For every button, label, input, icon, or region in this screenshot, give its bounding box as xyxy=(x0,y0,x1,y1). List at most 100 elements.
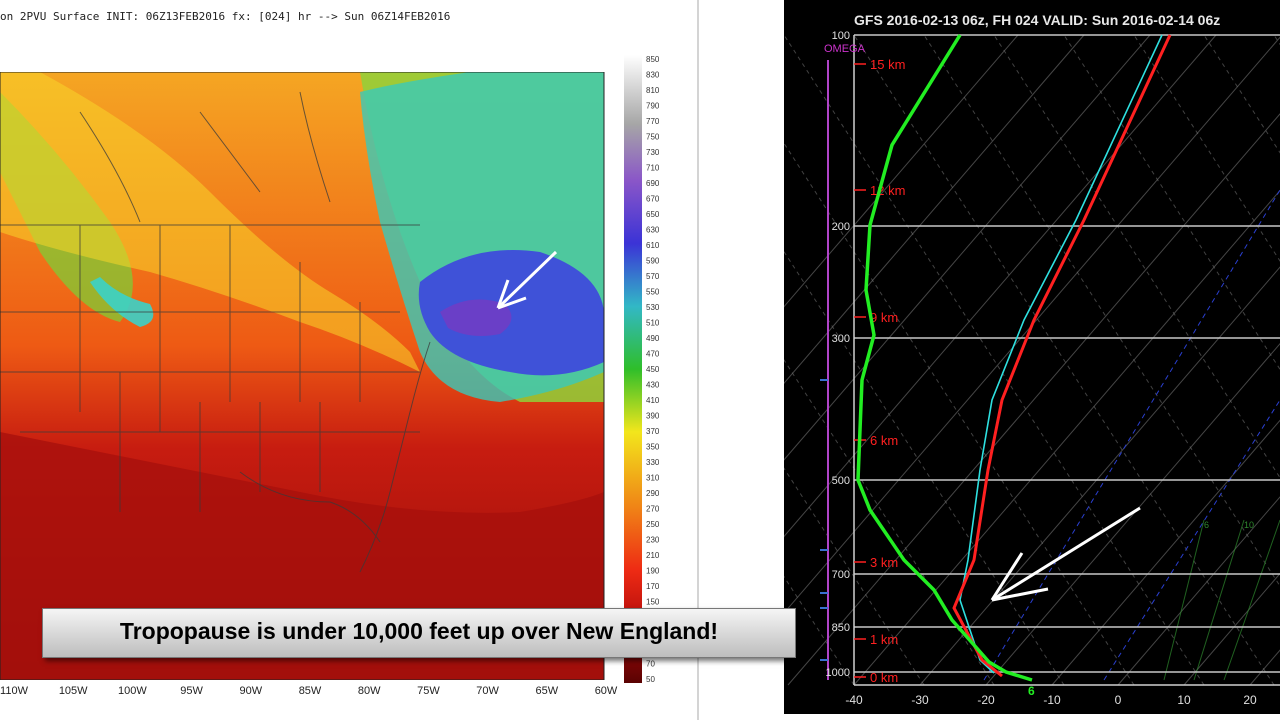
omega-ticks xyxy=(820,379,828,661)
longitude-label: 80W xyxy=(358,685,381,697)
isotherm-line xyxy=(1183,572,1280,686)
colorbar-label: 810 xyxy=(646,86,660,95)
colorbar-label: 250 xyxy=(646,520,660,529)
isotherm-line xyxy=(1051,419,1280,686)
colorbar-label: 330 xyxy=(646,458,660,467)
isotherm-line xyxy=(784,34,1217,538)
adiabat-line xyxy=(1133,34,1280,262)
adiabat-line xyxy=(923,34,1280,587)
map-panel: on 2PVU Surface INIT: 06Z13FEB2016 fx: [… xyxy=(0,10,660,697)
colorbar-label: 530 xyxy=(646,303,660,312)
longitude-label: 105W xyxy=(59,685,88,697)
colorbar-label: 630 xyxy=(646,226,660,235)
colorbar-label: 310 xyxy=(646,474,660,483)
pressure-label: 1000 xyxy=(826,667,850,679)
colorbar-label: 490 xyxy=(646,334,660,343)
colorbar-ramp xyxy=(624,55,642,683)
isotherm-line xyxy=(784,34,1019,308)
colorbar-label: 610 xyxy=(646,241,660,250)
longitude-label: 90W xyxy=(239,685,262,697)
colorbar-label: 770 xyxy=(646,117,660,126)
height-label: 1 km xyxy=(870,632,898,647)
longitude-label: 70W xyxy=(476,685,499,697)
colorbar-label: 850 xyxy=(646,55,660,64)
panel-divider xyxy=(697,0,699,720)
height-label: 0 km xyxy=(870,670,898,685)
colorbar-label: 710 xyxy=(646,164,660,173)
colorbar-label: 150 xyxy=(646,598,660,607)
colorbar-label: 170 xyxy=(646,582,660,591)
map-boundaries xyxy=(0,91,431,573)
temperature-label: 10 xyxy=(1177,693,1191,707)
height-label: 9 km xyxy=(870,310,898,325)
isotherm-line xyxy=(919,266,1280,686)
isotherm-line xyxy=(853,189,1280,686)
longitude-axis: 110W 105W 100W 95W 90W 85W 80W 75W 70W 65W 60W xyxy=(0,685,618,697)
map-blue-low xyxy=(418,250,604,376)
mixing-ratio-lines xyxy=(1163,519,1280,681)
pressure-label: 500 xyxy=(832,475,850,487)
omega-marker-6: 6 xyxy=(1028,684,1035,698)
colorbar-label: 70 xyxy=(646,660,655,669)
map-purple-core xyxy=(440,299,512,336)
colorbar-label: 830 xyxy=(646,71,660,80)
colorbar-labels: 850 830 810 790 770 750 730 710 690 670 650 630 610 5… xyxy=(646,55,660,684)
height-labels: 15 km 12 km 9 km 6 km 3 km 1 km 0 km xyxy=(854,57,905,685)
adiabat-line xyxy=(853,34,1275,686)
colorbar-label: 790 xyxy=(646,102,660,111)
colorbar-label: 410 xyxy=(646,396,660,405)
temperature-label: 0 xyxy=(1115,693,1122,707)
isotherm-line xyxy=(784,36,1280,614)
height-label: 15 km xyxy=(870,57,905,72)
adiabat-line xyxy=(784,142,1135,686)
colorbar-label: 270 xyxy=(646,505,660,514)
longitude-label: 75W xyxy=(417,685,440,697)
isotherm-line xyxy=(1117,496,1280,686)
blue-dashed-lines xyxy=(983,189,1280,681)
colorbar-label: 570 xyxy=(646,272,660,281)
map-frame xyxy=(0,72,605,680)
temperature-labels: -40 -30 -20 -10 0 10 20 xyxy=(845,693,1257,707)
adiabat-line xyxy=(1063,34,1280,371)
pressure-labels: 100 200 300 500 700 850 1000 xyxy=(826,30,850,679)
omega-profile xyxy=(856,34,1033,682)
pressure-label: 200 xyxy=(832,221,850,233)
isobars xyxy=(854,34,1280,673)
colorbar-label: 390 xyxy=(646,412,660,421)
skewt-panel: OMEGA 100 200 300 500 700 850 1000 15 km 12 km 9… xyxy=(784,0,1280,714)
colorbar-label: 430 xyxy=(646,381,660,390)
longitude-labels: 110W 105W 100W 95W 90W 85W 80W 75W 70W 65W 60W xyxy=(0,685,618,697)
temperature-label: -30 xyxy=(911,693,929,707)
omega-label: OMEGA xyxy=(824,43,866,55)
pressure-label: 850 xyxy=(832,622,850,634)
dry-adiabats xyxy=(784,34,1280,686)
skewt-title: GFS 2016-02-13 06z, FH 024 VALID: Sun 20… xyxy=(854,12,1221,28)
isotherm-line xyxy=(787,113,1280,686)
colorbar: 850 830 810 790 770 750 730 710 690 670 650 630 610 5… xyxy=(624,55,660,684)
longitude-label: 100W xyxy=(118,685,147,697)
colorbar-label: 590 xyxy=(646,257,660,266)
sounding-arrow xyxy=(990,506,1141,602)
pressure-label: 300 xyxy=(832,333,850,345)
longitude-label: 85W xyxy=(299,685,322,697)
isotherm-line xyxy=(985,342,1280,686)
isotherm-line xyxy=(784,34,1151,461)
longitude-label: 60W xyxy=(595,685,618,697)
colorbar-label: 450 xyxy=(646,365,660,374)
temperature-label: -10 xyxy=(1043,693,1061,707)
skew-isotherms xyxy=(784,34,1280,686)
colorbar-label: 690 xyxy=(646,179,660,188)
dewpoint-profile xyxy=(959,34,1163,674)
adiabat-line xyxy=(993,34,1280,479)
colorbar-label: 290 xyxy=(646,489,660,498)
colorbar-label: 470 xyxy=(646,350,660,359)
colorbar-label: 550 xyxy=(646,288,660,297)
caption-text: Tropopause is under 10,000 feet up over … xyxy=(119,618,719,644)
pressure-label: 700 xyxy=(832,569,850,581)
map-cyan-sw-lobe xyxy=(90,277,154,327)
colorbar-label: 510 xyxy=(646,319,660,328)
isotherm-line xyxy=(784,34,1085,384)
height-label: 6 km xyxy=(870,433,898,448)
map-yellow-band xyxy=(0,72,420,372)
